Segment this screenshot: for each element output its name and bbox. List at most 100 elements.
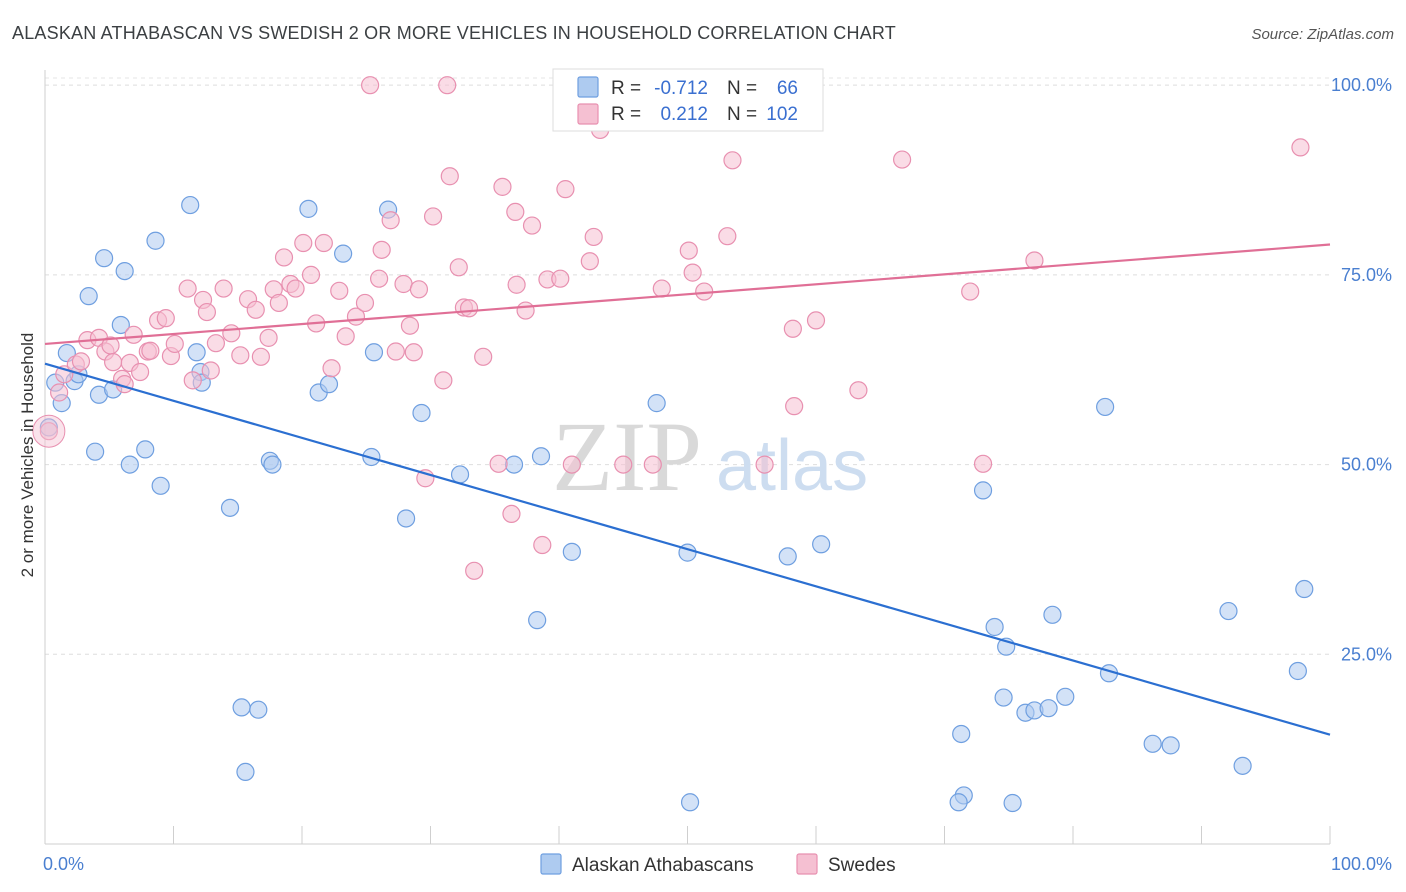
- swedes-point-22: [183, 371, 202, 390]
- athabascan-point-17: [181, 195, 200, 215]
- swedes-point-49: [370, 269, 389, 288]
- athabascan-point-49: [973, 481, 993, 500]
- athabascan-point-44: [778, 547, 797, 566]
- swedes-trend-line: [44, 243, 1331, 346]
- athabascan-point-9: [95, 249, 114, 268]
- swedes-point-95: [849, 381, 868, 400]
- swedes-point-71: [507, 275, 526, 294]
- swedes-point-82: [614, 455, 633, 474]
- athabascan-point-50: [985, 617, 1004, 637]
- swedes-point-14: [130, 362, 150, 382]
- y-tick-label-50: 50.0%: [1341, 455, 1392, 475]
- swedes-point-64: [459, 299, 479, 318]
- athabascan-point-35: [412, 403, 431, 423]
- swedes-point-16: [141, 341, 160, 360]
- swedes-point-66: [474, 347, 493, 366]
- source-label: Source: ZipAtlas.com: [1251, 26, 1394, 43]
- swedes-point-48: [361, 76, 380, 95]
- swedes-point-85: [679, 241, 698, 260]
- athabascan-point-27: [299, 199, 318, 218]
- swedes-point-47: [355, 293, 375, 313]
- swedes-point-84: [652, 279, 671, 298]
- athabascan-point-57: [1043, 605, 1062, 624]
- athabascan-point-12: [115, 261, 134, 281]
- swedes-point-52: [386, 342, 405, 361]
- swedes-point-4: [71, 352, 91, 371]
- swedes-point-69: [502, 504, 521, 524]
- tick-labels: 25.0% 50.0% 75.0% 100.0% 0.0% 100.0%: [43, 75, 1392, 874]
- swedes-point-86: [683, 263, 702, 282]
- swedes-point-35: [269, 293, 288, 313]
- swedes-point-42: [314, 233, 333, 253]
- athabascan-point-63: [1219, 601, 1238, 621]
- swedes-point-79: [580, 252, 599, 271]
- athabascan-point-24: [249, 700, 268, 719]
- swedes-point-9: [104, 353, 123, 372]
- swedes-point-99: [1025, 251, 1044, 270]
- legend-n-value-1: 66: [777, 78, 798, 99]
- swedes-point-24: [197, 302, 217, 322]
- swedes-point-32: [251, 347, 270, 366]
- swedes-point-96: [892, 150, 912, 169]
- swedes-point-77: [556, 180, 575, 199]
- athabascan-point-16: [151, 476, 170, 495]
- athabascan-point-34: [396, 509, 416, 528]
- swedes-point-78: [562, 455, 581, 474]
- legend-n-label-1: N =: [727, 78, 757, 99]
- legend-r-label-2: R =: [611, 104, 641, 125]
- swedes-point-55: [404, 343, 423, 362]
- swedes-point-21: [178, 279, 197, 298]
- swedes-point-94: [806, 311, 826, 330]
- swedes-point-40: [301, 265, 321, 284]
- swedes-point-large: [32, 414, 66, 448]
- swedes-point-54: [400, 316, 420, 335]
- swedes-point-80: [584, 227, 603, 247]
- swedes-point-72: [516, 301, 535, 320]
- athabascan-point-39: [528, 611, 547, 630]
- athabascan-point-30: [334, 244, 353, 263]
- swedes-point-93: [785, 397, 804, 416]
- athabascan-point-56: [1039, 699, 1058, 718]
- athabascan-point-40: [562, 542, 581, 561]
- athabascan-point-66: [1295, 579, 1314, 599]
- swedes-point-58: [423, 207, 443, 226]
- swedes-point-25: [201, 361, 220, 380]
- swedes-point-60: [438, 76, 457, 95]
- swedes-point-13: [124, 325, 143, 344]
- athabascan-trend-line: [44, 362, 1331, 736]
- swedes-point-98: [973, 454, 993, 473]
- athabascan-point-23: [236, 762, 255, 782]
- swedes-point-38: [286, 279, 305, 298]
- athabascan-point-36: [450, 465, 470, 484]
- athabascan-point-31: [364, 343, 384, 362]
- y-tick-label-25: 25.0%: [1341, 644, 1392, 664]
- watermark: ZIP atlas: [552, 401, 868, 512]
- swedes-point-67: [489, 454, 508, 473]
- swedes-point-62: [449, 258, 468, 277]
- athabascan-point-6: [79, 287, 98, 306]
- swedes-point-74: [533, 535, 552, 555]
- athabascan-point-45: [812, 535, 831, 554]
- legend-swatch-athabascan: [577, 76, 599, 98]
- legend-swatch-swedes: [577, 103, 599, 125]
- swedes-point-51: [381, 211, 400, 230]
- athabascan-point-29: [319, 375, 339, 394]
- athabascan-point-47: [949, 793, 968, 812]
- y-axis-title: 2 or more Vehicles in Household: [18, 333, 37, 578]
- y-tick-label-75: 75.0%: [1341, 265, 1392, 285]
- athabascan-point-37: [504, 455, 524, 474]
- swedes-point-65: [465, 561, 484, 580]
- athabascan-point-13: [120, 455, 139, 474]
- y-tick-label-100: 100.0%: [1331, 75, 1392, 95]
- legend-r-value-2: 0.212: [660, 104, 708, 125]
- swedes-point-31: [246, 300, 265, 319]
- athabascan-point-15: [146, 231, 165, 250]
- swedes-point-18: [156, 309, 175, 328]
- legend-r-value-1: -0.712: [654, 78, 708, 99]
- swedes-point-36: [274, 248, 294, 267]
- athabascan-point-65: [1288, 661, 1307, 681]
- gridlines: [45, 77, 1330, 655]
- athabascan-point-18: [187, 343, 206, 362]
- athabascan-point-38: [531, 447, 551, 466]
